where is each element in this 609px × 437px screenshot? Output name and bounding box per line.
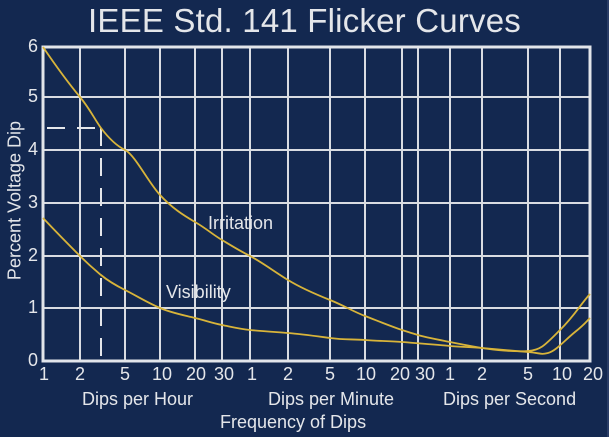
x-tick: 20 xyxy=(185,364,207,384)
x-tick: 2 xyxy=(74,364,86,384)
y-tick-6: 6 xyxy=(27,36,38,56)
irritation-label: Irritation xyxy=(208,213,274,233)
x-tick: 2 xyxy=(282,364,294,384)
y-axis-label: Percent Voltage Dip xyxy=(4,120,25,281)
x-tick: 20 xyxy=(389,364,411,384)
grid-lines xyxy=(43,47,590,361)
x-axis-label: Frequency of Dips xyxy=(220,412,367,432)
x-tick: 2 xyxy=(476,364,488,384)
x-tick: 1 xyxy=(444,364,456,384)
x-tick: 5 xyxy=(522,364,534,384)
x-tick: 5 xyxy=(119,364,131,384)
x-tick: 10 xyxy=(355,364,377,384)
y-tick-3: 3 xyxy=(27,192,38,212)
visibility-label: Visibility xyxy=(166,282,231,302)
x-tick: 10 xyxy=(151,364,173,384)
y-tick-0: 0 xyxy=(27,350,38,370)
x-group-hour: Dips per Hour xyxy=(82,389,194,409)
y-tick-5: 5 xyxy=(27,86,38,106)
visibility-curve xyxy=(42,217,591,355)
y-tick-2: 2 xyxy=(27,245,38,265)
y-tick-4: 4 xyxy=(27,139,38,159)
x-tick: 1 xyxy=(38,364,50,384)
y-tick-1: 1 xyxy=(27,297,38,317)
x-group-second: Dips per Second xyxy=(443,389,577,409)
x-tick: 1 xyxy=(246,364,258,384)
x-group-minute: Dips per Minute xyxy=(268,389,395,409)
x-tick: 20 xyxy=(582,364,604,384)
right-border xyxy=(607,0,609,437)
plot-frame xyxy=(41,45,592,363)
chart-title: IEEE Std. 141 Flicker Curves xyxy=(88,2,521,39)
x-tick: 10 xyxy=(551,364,573,384)
dashed-reference-lines xyxy=(47,127,102,361)
x-tick: 5 xyxy=(324,364,336,384)
x-tick: 30 xyxy=(414,364,436,384)
x-tick: 30 xyxy=(213,364,235,384)
